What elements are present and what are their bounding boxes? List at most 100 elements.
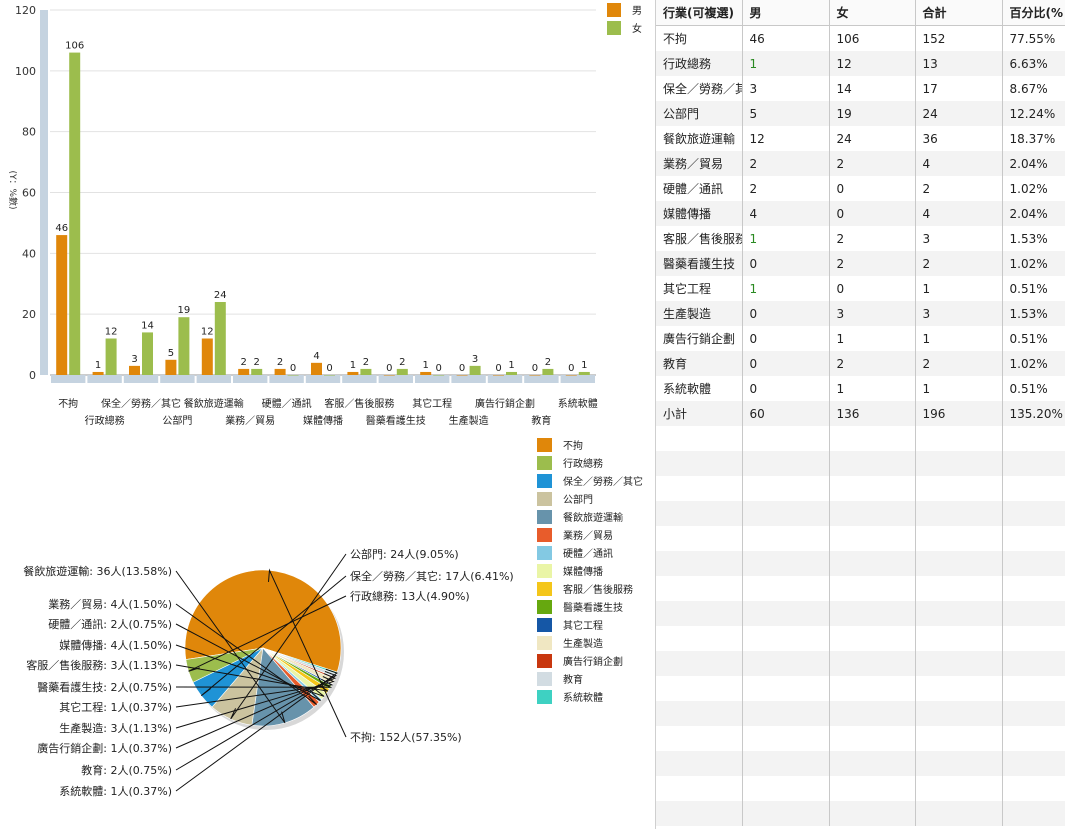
table-row: 其它工程 1 0 1 0.51% [656,276,1065,301]
legend-swatch [537,618,552,632]
table-empty-cell [1001,751,1065,776]
table-cell: 12 [741,126,829,151]
bar-female [578,371,590,375]
table-cell: 14 [828,76,915,101]
pie-chart: 不拘: 152人(57.35%) 行政總務: 13人(4.90%) 保全／勞務／其它… [23,438,643,798]
table-empty-cell [656,776,742,801]
bar-value-label: 0 [495,363,501,374]
table-cell: 106 [828,25,915,51]
category-band [378,375,413,383]
table-empty-cell [741,451,829,476]
table-cell: 1 [828,376,915,401]
category-band [305,375,341,383]
table-empty-row [656,501,1065,526]
table-cell: 1 [914,326,1002,351]
category-band [415,375,450,383]
table-cell: 2 [741,151,829,176]
table-row: 小計 60 136 196 135.20% [656,401,1065,426]
table-empty-row [656,801,1065,826]
bar-value-label: 1 [581,360,587,371]
x-category-label: 其它工程 [412,397,452,410]
table-header-cell: 行業(可複選) [656,0,742,26]
table-empty-cell [914,576,1002,601]
table-empty-cell [741,751,829,776]
pie-slice-label: 行政總務: 13人(4.90%) [350,589,470,603]
x-category-label: 媒體傳播 [303,414,343,427]
legend-swatch [537,510,552,524]
table-row-label: 教育 [656,351,742,376]
table-cell: 2 [828,151,915,176]
category-band [51,375,86,383]
legend-swatch [537,474,552,488]
y-tick-label: 40 [22,247,36,260]
table-row-label: 系統軟體 [656,376,742,401]
table-empty-cell [741,601,829,626]
table-empty-cell [828,701,915,726]
table-row: 餐飲旅遊運輸 12 24 36 18.37% [656,126,1065,151]
table-cell: 2.04% [1001,151,1065,176]
table-empty-row [656,726,1065,751]
table-cell: 1.02% [1001,251,1065,276]
table-empty-cell [656,651,742,676]
category-band [233,375,268,383]
pie-label-leader [175,570,286,724]
category-band [123,375,159,383]
bar-male [129,365,140,375]
bar-female [324,375,335,376]
table-empty-row [656,476,1065,501]
table-empty-cell [914,726,1002,751]
table-row: 保全／勞務／其它314178.67% [656,76,1065,101]
pie-slice-label: 客服／售後服務: 3人(1.13%) [26,658,172,672]
legend-label: 公部門 [563,493,593,506]
table-empty-cell [828,451,915,476]
table-empty-cell [656,676,742,701]
x-category-label: 醫藥看護生技 [366,414,426,427]
table-empty-cell [828,751,915,776]
table-row-label: 廣告行銷企劃 [656,326,742,351]
table-empty-row [656,776,1065,801]
pie-label-leader [175,673,337,749]
category-band [87,375,122,383]
table-cell: 2 [741,176,829,201]
table-empty-cell [741,576,829,601]
legend-label: 保全／勞務／其它 [563,475,643,488]
table-empty-cell [914,476,1002,501]
table-cell: 12 [828,51,915,76]
table-empty-cell [656,601,742,626]
bar-value-label: 0 [326,363,332,374]
bar-male [92,371,104,375]
pie-label-leader [175,678,334,708]
table-cell: 2 [828,351,915,376]
table-header-row: 行業(可複選) 男女合計 百分比(% [656,0,1065,26]
table-cell: 2 [828,251,915,276]
table-empty-row [656,676,1065,701]
table-empty-cell [914,501,1002,526]
legend-swatch [537,528,552,542]
table-cell: 3 [914,226,1002,251]
bar-female [214,302,226,375]
table-cell: 1.53% [1001,301,1065,326]
table-cell: 8.67% [1001,76,1065,101]
bar-value-label: 2 [277,357,283,368]
bar-female [142,332,153,375]
bar-value-label: 0 [436,363,442,374]
x-category-label: 廣告行銷企劃 [475,397,535,410]
table-cell: 4 [741,201,829,226]
table-cell: 2 [914,176,1002,201]
bar-male [383,375,395,376]
table-cell: 1 [914,276,1002,301]
table-empty-cell [656,451,742,476]
table-empty-cell [914,601,1002,626]
table-cell: 0.51% [1001,376,1065,401]
table-cell: 4 [914,151,1002,176]
table-empty-cell [656,801,742,826]
table-empty-cell [914,626,1002,651]
x-category-label: 保全／勞務／其它 [101,397,181,410]
table-empty-cell [741,551,829,576]
table-empty-cell [914,801,1002,826]
table-row-label: 其它工程 [656,276,742,301]
pie-label-leader [175,644,325,697]
legend-swatch [607,3,621,17]
table-row-label: 業務／貿易 [656,151,742,176]
table-row: 客服／售後服務 1 2 3 1.53% [656,226,1065,251]
